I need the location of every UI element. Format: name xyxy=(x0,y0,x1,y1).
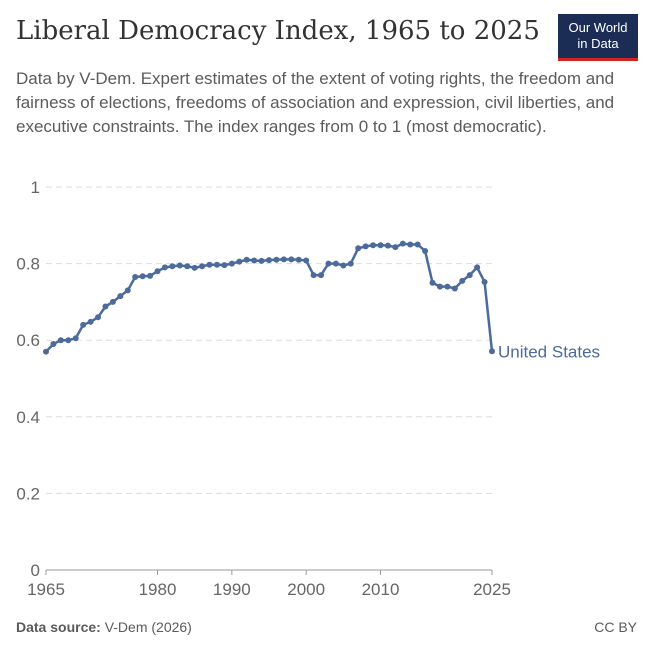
data-point xyxy=(288,256,295,263)
data-point xyxy=(80,321,87,328)
data-point xyxy=(481,278,488,285)
y-tick-label: 0.6 xyxy=(16,331,40,350)
data-point xyxy=(273,256,280,263)
data-point xyxy=(355,245,362,252)
x-tick-label: 1965 xyxy=(27,580,65,599)
data-source-link[interactable]: V-Dem (2026) xyxy=(104,619,192,635)
data-point xyxy=(161,264,168,271)
data-point xyxy=(43,348,49,355)
data-point xyxy=(377,242,384,249)
data-point xyxy=(117,293,124,300)
series-layer: United States xyxy=(43,240,600,361)
data-point xyxy=(221,262,228,269)
data-point xyxy=(436,283,443,290)
data-point xyxy=(266,257,272,264)
x-tick-label: 2025 xyxy=(473,580,511,599)
data-point xyxy=(72,335,79,342)
data-point xyxy=(147,272,154,279)
data-point xyxy=(370,242,377,249)
chart-subtitle: Data by V-Dem. Expert estimates of the e… xyxy=(16,69,615,136)
data-point xyxy=(347,260,354,267)
data-point xyxy=(489,348,495,355)
data-point xyxy=(154,268,161,275)
y-tick-label: 0.2 xyxy=(16,484,40,503)
owid-logo[interactable]: Our World in Data xyxy=(558,14,638,61)
data-point xyxy=(191,264,198,271)
x-tick-label: 2000 xyxy=(287,580,325,599)
data-point xyxy=(87,318,94,325)
data-point xyxy=(303,257,310,264)
data-point xyxy=(258,257,265,264)
data-point xyxy=(280,256,287,263)
data-point xyxy=(102,303,109,310)
data-point xyxy=(95,314,102,321)
x-tick-label: 1990 xyxy=(213,580,251,599)
y-tick-label: 1 xyxy=(31,178,40,197)
data-point xyxy=(50,341,57,348)
data-point xyxy=(459,277,466,284)
data-point xyxy=(399,240,406,247)
data-point xyxy=(65,337,72,344)
data-point xyxy=(228,260,235,267)
data-point xyxy=(176,262,183,269)
data-point xyxy=(332,260,339,267)
axis-layer: 0 0.2 0.4 0.6 0.8 1 1965 1980 1990 2000 2010 2025 xyxy=(16,178,511,599)
data-point xyxy=(414,241,421,248)
data-point xyxy=(243,256,250,263)
data-point xyxy=(57,337,64,344)
data-point xyxy=(236,258,243,265)
data-source: Data source: V-Dem (2026) xyxy=(16,619,192,635)
logo-line-1: Our World xyxy=(568,20,628,35)
data-point xyxy=(132,274,139,281)
license-link[interactable]: CC BY xyxy=(594,619,637,635)
data-point xyxy=(310,272,317,279)
grid-layer xyxy=(46,186,492,494)
data-point xyxy=(429,279,436,286)
data-point xyxy=(384,242,391,249)
data-point xyxy=(340,262,347,269)
x-tick-label: 2010 xyxy=(362,580,400,599)
data-point xyxy=(169,263,176,270)
y-tick-label: 0 xyxy=(31,561,40,580)
data-point xyxy=(109,298,116,305)
data-point xyxy=(407,241,414,248)
data-source-label: Data source: xyxy=(16,619,101,635)
data-point xyxy=(318,272,325,279)
data-point xyxy=(466,272,473,279)
data-point xyxy=(444,283,451,290)
data-point xyxy=(124,287,131,294)
line-chart: 0 0.2 0.4 0.6 0.8 1 1965 1980 1990 2000 2010 2025 U… xyxy=(16,178,600,599)
data-point xyxy=(251,257,258,264)
data-point xyxy=(362,243,369,250)
data-point xyxy=(474,264,481,271)
y-tick-label: 0.8 xyxy=(16,255,40,274)
data-point xyxy=(139,273,146,280)
data-point xyxy=(206,261,213,268)
data-point xyxy=(199,263,206,270)
data-point xyxy=(392,244,399,251)
data-point xyxy=(325,260,332,267)
data-point xyxy=(295,256,302,263)
logo-line-2: in Data xyxy=(577,36,619,51)
data-point xyxy=(422,247,429,254)
series-label-united-states: United States xyxy=(498,342,600,361)
chart-title: Liberal Democracy Index, 1965 to 2025 xyxy=(16,16,540,46)
y-tick-label: 0.4 xyxy=(16,408,40,427)
data-point xyxy=(184,263,191,270)
data-point xyxy=(213,261,220,268)
x-tick-label: 1980 xyxy=(139,580,177,599)
data-point xyxy=(451,285,458,292)
